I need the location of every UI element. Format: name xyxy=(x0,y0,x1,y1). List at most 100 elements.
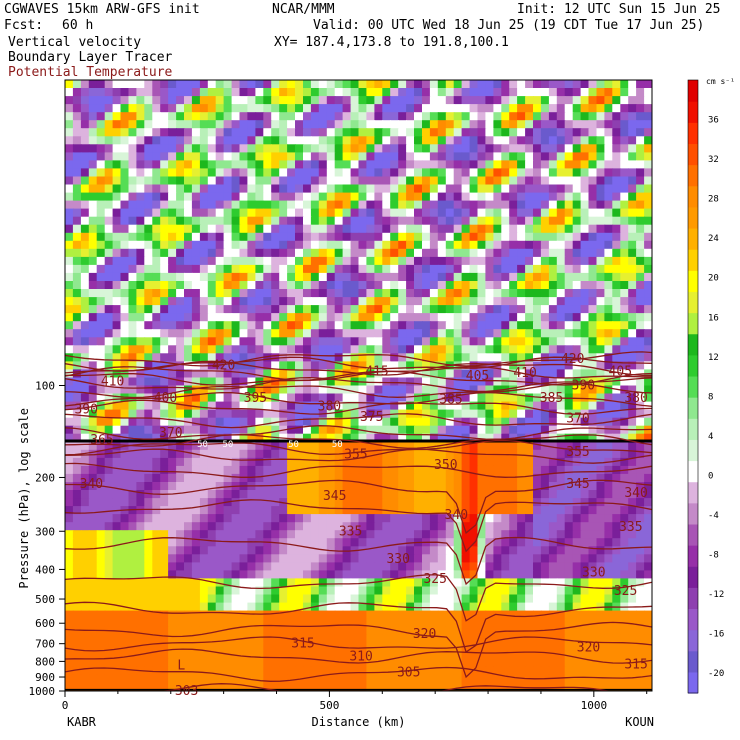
field-cell xyxy=(501,297,511,306)
field-cell xyxy=(310,160,320,170)
field-cell xyxy=(160,401,169,411)
field-vertical-velocity: Vertical velocity xyxy=(8,35,142,50)
field-cell xyxy=(152,240,162,250)
field-cell xyxy=(414,136,423,146)
field-cell xyxy=(72,104,82,113)
field-cell xyxy=(636,538,645,548)
field-cell xyxy=(247,385,257,395)
field-cell xyxy=(485,337,495,347)
field-cell xyxy=(310,514,320,523)
field-cell xyxy=(580,498,590,507)
field-cell xyxy=(406,610,415,620)
field-cell xyxy=(318,578,328,588)
field-cell xyxy=(453,538,463,548)
field-cell xyxy=(548,208,558,218)
field-cell xyxy=(271,562,280,572)
field-cell xyxy=(612,160,622,170)
field-cell xyxy=(525,112,534,122)
field-cell xyxy=(287,248,296,258)
field-cell xyxy=(120,538,130,548)
field-cell xyxy=(588,490,598,499)
field-cell xyxy=(501,168,511,178)
field-cell xyxy=(548,80,558,89)
field-cell xyxy=(390,289,399,298)
field-cell xyxy=(644,168,652,178)
field-cell xyxy=(96,377,106,387)
field-cell xyxy=(366,465,376,475)
field-cell xyxy=(398,112,407,122)
field-cell xyxy=(604,289,614,298)
field-cell xyxy=(263,546,273,556)
field-cell xyxy=(453,208,463,218)
field-cell xyxy=(445,160,455,170)
field-cell xyxy=(604,482,614,491)
field-cell xyxy=(350,554,360,564)
field-cell xyxy=(295,482,304,491)
field-cell xyxy=(485,506,495,515)
field-cell xyxy=(223,281,233,290)
field-cell xyxy=(303,216,312,226)
field-cell xyxy=(88,361,98,371)
field-cell xyxy=(493,297,503,306)
field-cell xyxy=(453,353,463,363)
field-cell xyxy=(604,200,614,210)
field-cell xyxy=(429,449,439,459)
field-cell xyxy=(509,128,518,138)
field-cell xyxy=(469,281,479,290)
field-cell xyxy=(287,152,296,162)
field-cell xyxy=(628,562,637,572)
field-cell xyxy=(604,449,614,459)
field-cell xyxy=(620,610,630,620)
field-cell xyxy=(374,353,384,363)
field-cell xyxy=(414,514,423,523)
field-cell xyxy=(414,393,423,403)
field-cell xyxy=(509,224,518,234)
field-cell xyxy=(644,329,652,339)
field-cell xyxy=(580,345,590,355)
field-cell xyxy=(184,465,193,475)
field-cell xyxy=(160,514,169,523)
field-cell xyxy=(390,224,399,234)
field-cell xyxy=(65,104,74,113)
field-cell xyxy=(120,409,130,419)
field-cell xyxy=(596,176,606,186)
field-cell xyxy=(509,281,518,290)
field-cell xyxy=(247,417,257,427)
field-cell xyxy=(318,144,328,154)
field-cell xyxy=(580,281,590,290)
field-cell xyxy=(112,594,122,604)
field-cell xyxy=(334,208,344,218)
field-cell xyxy=(422,112,431,122)
field-cell xyxy=(96,192,106,202)
field-cell xyxy=(501,345,511,355)
field-cell xyxy=(644,345,652,355)
field-cell xyxy=(191,554,201,564)
field-cell xyxy=(628,594,637,604)
field-cell xyxy=(72,417,82,427)
field-cell xyxy=(223,361,233,371)
field-cell xyxy=(271,465,280,475)
field-cell xyxy=(128,570,138,580)
field-cell xyxy=(104,321,114,331)
field-cell xyxy=(128,208,138,218)
field-cell xyxy=(128,377,138,387)
field-cell xyxy=(477,184,487,194)
field-cell xyxy=(429,289,439,298)
field-cell xyxy=(112,224,122,234)
field-cell xyxy=(556,305,566,314)
field-cell xyxy=(263,80,273,89)
field-cell xyxy=(279,152,288,162)
field-cell xyxy=(223,329,233,339)
field-cell xyxy=(398,353,407,363)
field-cell xyxy=(548,465,558,475)
field-cell xyxy=(485,297,495,306)
field-cell xyxy=(120,184,130,194)
field-cell xyxy=(120,168,130,178)
field-cell xyxy=(588,506,598,515)
field-cell xyxy=(350,586,360,596)
field-cell xyxy=(517,586,526,596)
field-cell xyxy=(556,297,566,306)
field-cell xyxy=(382,465,392,475)
field-cell xyxy=(223,208,233,218)
field-cell xyxy=(65,482,74,491)
